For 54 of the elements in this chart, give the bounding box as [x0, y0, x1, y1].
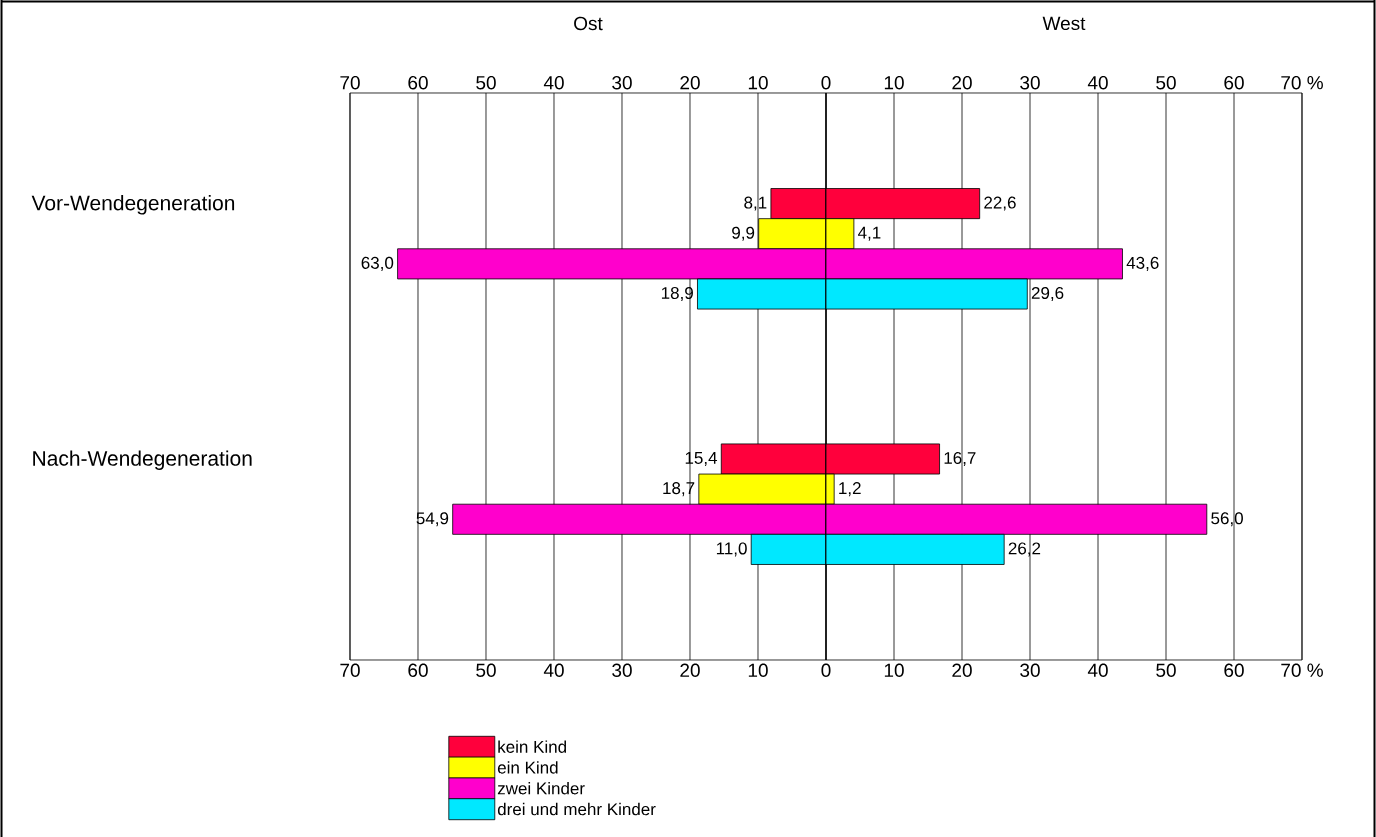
x-tick-label: 70 — [340, 75, 360, 90]
x-tick-label: 70 % — [1281, 75, 1323, 90]
x-tick-label: 10 — [884, 75, 904, 90]
x-tick-label: 10 — [748, 75, 768, 90]
data-label: 16,7 — [944, 451, 976, 467]
x2-tick-label: 40 — [543, 663, 564, 677]
data-label: 43,6 — [1126, 256, 1159, 271]
data-label: 18,9 — [661, 286, 693, 302]
data-label: 56,0 — [1211, 512, 1243, 527]
x-tick-label: 20 — [952, 75, 972, 90]
data-label: 29,6 — [1031, 286, 1064, 302]
x2-tick-label: 40 — [1087, 663, 1108, 677]
data-label: 63,0 — [361, 256, 394, 271]
data-label: 8,1 — [744, 196, 767, 211]
y-tick-label: Vor-Wendegeneration — [31, 195, 235, 215]
x-tick-label: 0 — [821, 75, 831, 90]
x2-tick-label: 70 % — [1281, 663, 1323, 677]
data-label: 15,4 — [685, 452, 718, 466]
x-tick-label: 30 — [1020, 75, 1040, 90]
x-tick-label: 50 — [476, 75, 496, 90]
x2-tick-label: 50 — [476, 663, 496, 677]
data-label: 22,6 — [984, 196, 1016, 211]
x-tick-label: 60 — [408, 75, 428, 90]
x2-tick-label: 50 — [1156, 663, 1176, 677]
data-label: 11,0 — [716, 542, 747, 557]
data-label: 4,1 — [858, 226, 881, 241]
x2-tick-label: 70 — [340, 663, 360, 677]
x-tick-label: 40 — [1087, 75, 1108, 90]
x-tick-label: 40 — [543, 75, 564, 90]
data-label: 1,2 — [839, 482, 861, 497]
data-label: 26,2 — [1008, 542, 1041, 557]
x2-tick-label: 60 — [408, 663, 428, 677]
x2-tick-label: 20 — [952, 663, 972, 677]
x-tick-label: 30 — [612, 75, 632, 90]
x-tick-label: 60 — [1224, 75, 1244, 90]
legend-label: zwei Kinder — [497, 782, 585, 795]
x2-tick-label: 30 — [612, 663, 632, 677]
x2-tick-label: 10 — [884, 663, 904, 677]
x2-tick-label: 20 — [680, 663, 700, 677]
x-tick-label: 20 — [680, 75, 700, 90]
x2-tick-label: 10 — [748, 663, 768, 677]
chart-title: West — [1042, 16, 1086, 31]
data-label: 54,9 — [416, 512, 449, 527]
data-label: 9,9 — [732, 226, 755, 241]
x-tick-label: 50 — [1156, 75, 1176, 90]
legend-label: ein Kind — [497, 761, 558, 774]
legend-label: drei und mehr Kinder — [497, 802, 656, 816]
legend-label: kein Kind — [498, 740, 567, 753]
y-tick-label: Nach-Wendegeneration — [33, 450, 252, 470]
x2-tick-label: 60 — [1224, 663, 1244, 677]
chart-title: Ost — [574, 16, 603, 31]
data-label: 18,7 — [663, 482, 695, 497]
x2-tick-label: 30 — [1020, 663, 1040, 677]
x2-tick-label: 0 — [821, 663, 831, 677]
